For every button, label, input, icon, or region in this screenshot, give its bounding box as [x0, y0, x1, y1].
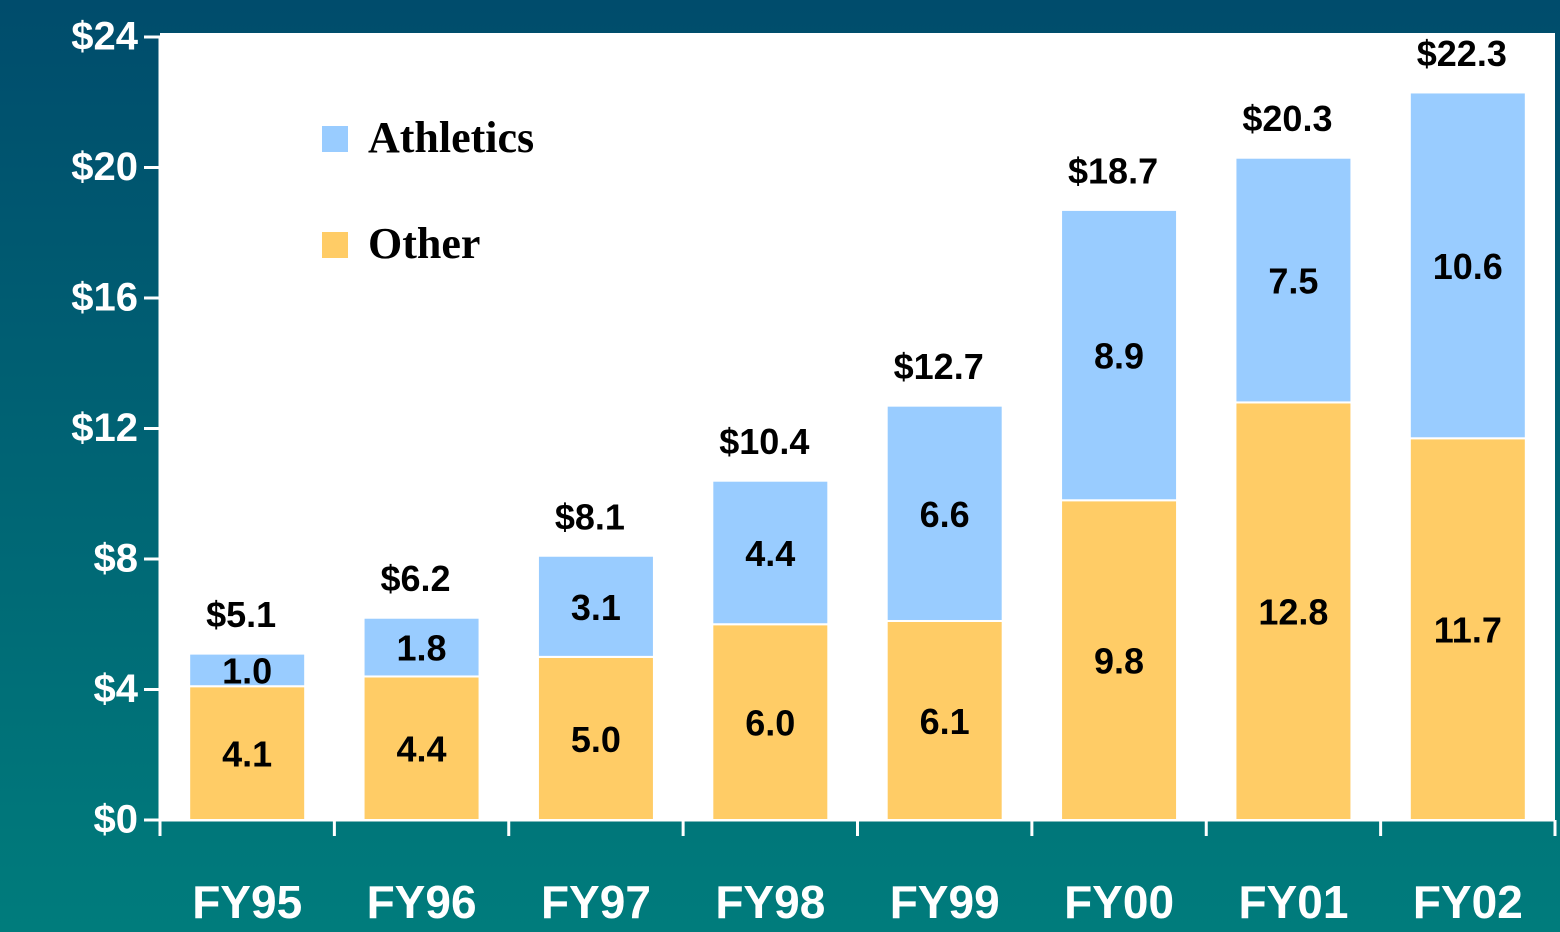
total-label: $20.3	[1242, 98, 1332, 139]
legend-swatch	[322, 232, 348, 258]
segment-label: 1.0	[222, 650, 272, 691]
bar-segment	[1408, 437, 1527, 821]
segment-label: 3.1	[571, 587, 621, 628]
bar-segment	[711, 479, 830, 626]
segment-label: 8.9	[1094, 336, 1144, 377]
bar-segment	[536, 655, 655, 821]
segment-label: 6.6	[920, 494, 970, 535]
bar-segment	[188, 652, 307, 688]
x-tick-label: FY99	[890, 876, 1000, 928]
segment-label: 10.6	[1433, 246, 1503, 287]
bar-segment	[362, 616, 481, 678]
y-tick-label: $0	[94, 798, 139, 842]
segment-label: 6.1	[920, 701, 970, 742]
bar-segment	[1060, 208, 1179, 502]
total-label: $10.4	[719, 421, 809, 462]
x-tick-label: FY96	[367, 876, 477, 928]
total-label: $22.3	[1417, 33, 1507, 74]
bar-segment	[885, 404, 1004, 622]
x-tick-label: FY02	[1413, 876, 1523, 928]
y-tick-label: $4	[94, 667, 139, 711]
bar-segment	[188, 685, 307, 821]
x-tick-label: FY00	[1064, 876, 1174, 928]
x-tick-label: FY98	[715, 876, 825, 928]
segment-label: 7.5	[1268, 261, 1318, 302]
segment-label: 11.7	[1434, 610, 1502, 651]
segment-label: 4.4	[397, 729, 447, 770]
bar-segment	[536, 554, 655, 658]
x-tick-label: FY01	[1238, 876, 1348, 928]
x-tick-label: FY95	[192, 876, 302, 928]
legend-label: Other	[368, 219, 480, 268]
total-label: $18.7	[1068, 150, 1158, 191]
total-label: $8.1	[555, 496, 625, 537]
bar-segment	[711, 623, 830, 821]
bar-segment	[1234, 401, 1353, 821]
y-tick-label: $8	[94, 537, 139, 581]
total-label: $5.1	[206, 594, 276, 635]
segment-label: 9.8	[1094, 641, 1144, 682]
legend-label: Athletics	[368, 113, 534, 162]
segment-label: 12.8	[1258, 592, 1328, 633]
bar-segment	[1408, 91, 1527, 440]
segment-label: 6.0	[745, 703, 795, 744]
bar-segment	[1234, 156, 1353, 404]
x-tick-label: FY97	[541, 876, 651, 928]
legend-swatch	[322, 126, 348, 152]
y-tick-label: $12	[71, 406, 138, 450]
segment-label: 4.1	[222, 734, 272, 775]
y-tick-label: $20	[71, 145, 138, 189]
y-tick-label: $24	[71, 15, 138, 59]
total-label: $12.7	[894, 346, 984, 387]
segment-label: 1.8	[397, 628, 447, 669]
total-label: $6.2	[381, 558, 451, 599]
segment-label: 5.0	[571, 719, 621, 760]
y-tick-label: $16	[71, 276, 138, 320]
segment-label: 4.4	[745, 533, 795, 574]
bar-segment	[885, 619, 1004, 821]
